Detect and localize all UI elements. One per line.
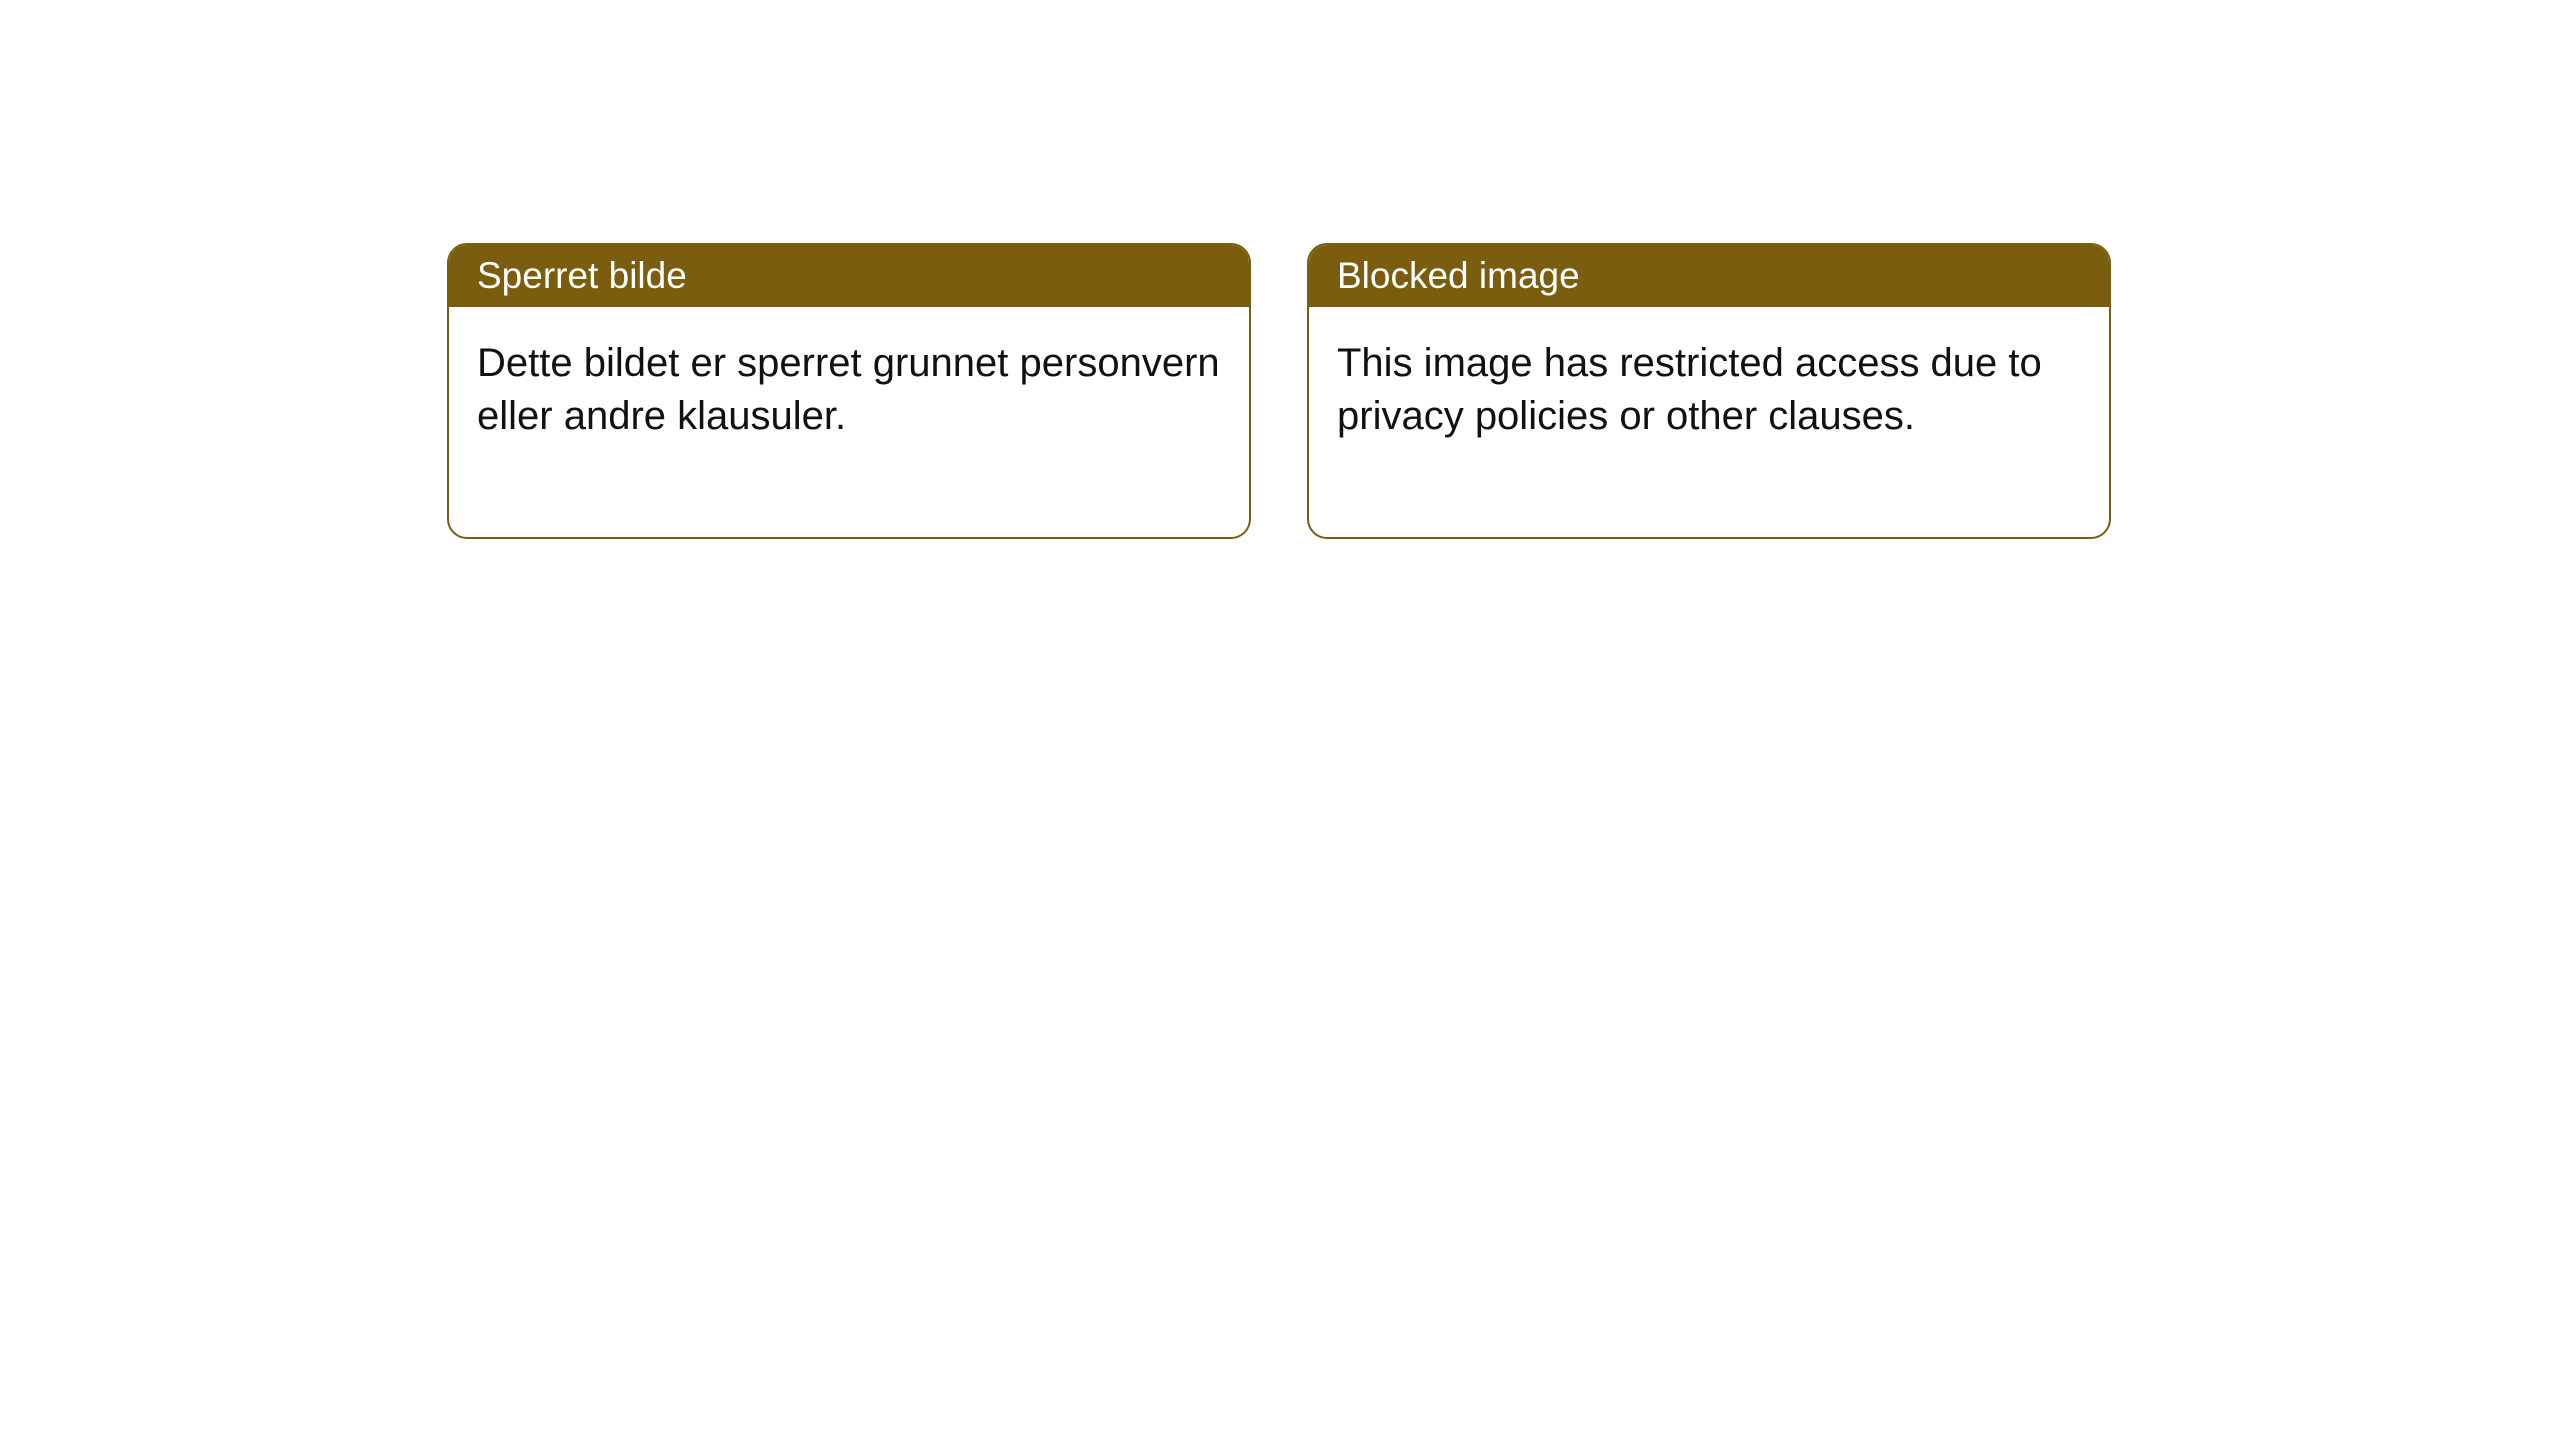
notice-card-english: Blocked image This image has restricted … bbox=[1307, 243, 2111, 539]
card-header: Blocked image bbox=[1309, 245, 2109, 307]
card-header: Sperret bilde bbox=[449, 245, 1249, 307]
card-body: This image has restricted access due to … bbox=[1309, 307, 2109, 537]
card-body-text: Dette bildet er sperret grunnet personve… bbox=[477, 341, 1220, 438]
card-title: Blocked image bbox=[1337, 255, 1580, 296]
card-body-text: This image has restricted access due to … bbox=[1337, 341, 2042, 438]
notice-card-norwegian: Sperret bilde Dette bildet er sperret gr… bbox=[447, 243, 1251, 539]
card-body: Dette bildet er sperret grunnet personve… bbox=[449, 307, 1249, 537]
card-title: Sperret bilde bbox=[477, 255, 687, 296]
notice-container: Sperret bilde Dette bildet er sperret gr… bbox=[0, 0, 2560, 539]
